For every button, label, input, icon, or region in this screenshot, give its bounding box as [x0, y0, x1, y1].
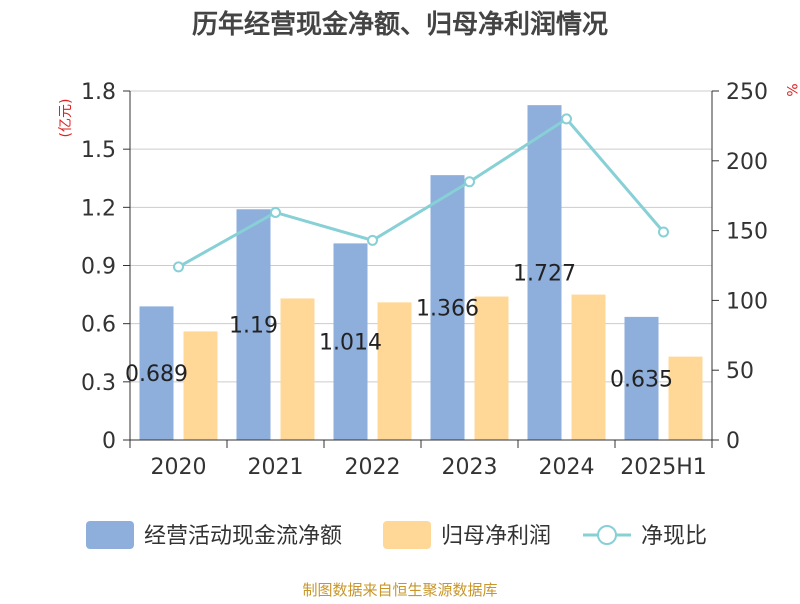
bar-value-label: 0.635: [610, 367, 673, 392]
legend-label-net-profit: 归母净利润: [441, 524, 551, 549]
ratio-polyline: [177, 116, 665, 269]
x-tick-label: 2023: [442, 455, 498, 480]
bar-net-profit: [280, 298, 315, 440]
x-tick-label: 2021: [248, 455, 304, 480]
right-axis-unit: %: [783, 83, 799, 96]
left-tick-label: 0: [102, 429, 116, 454]
bar-value-label: 1.014: [319, 331, 382, 356]
ratio-point: [173, 261, 184, 273]
legend-item-ratio[interactable]: 净现比: [583, 524, 707, 549]
bar-net-profit: [474, 296, 509, 440]
left-tick-label: 1.8: [81, 80, 116, 105]
ratio-point: [367, 234, 378, 246]
x-tick-label: 2024: [539, 455, 595, 480]
data-labels: 0.689 1.19 1.014 1.366 1.727 0.635: [125, 262, 673, 393]
left-tick-label: 0.9: [81, 255, 116, 280]
left-tick-label: 0.6: [81, 313, 116, 338]
bar-cashflow: [624, 316, 659, 440]
source-note: 制图数据来自恒生聚源数据库: [302, 581, 497, 599]
left-tick-label: 1.5: [81, 138, 116, 163]
bar-net-profit: [668, 356, 703, 440]
x-tick-label: 2020: [151, 455, 207, 480]
right-tick-label: 200: [726, 150, 768, 175]
bar-value-label: 0.689: [125, 362, 188, 387]
legend-label-ratio: 净现比: [641, 524, 707, 549]
bar-cashflow: [333, 243, 368, 440]
gridlines: [130, 90, 712, 441]
left-axis-unit: (亿元): [58, 99, 74, 138]
ratio-point: [658, 226, 669, 238]
ratio-point: [561, 113, 572, 125]
right-tick-label: 0: [726, 429, 740, 454]
left-tick-label: 1.2: [81, 196, 116, 221]
legend: 经营活动现金流净额 归母净利润 净现比: [86, 521, 707, 549]
right-tick-label: 50: [726, 359, 754, 384]
legend-item-cashflow[interactable]: 经营活动现金流净额: [86, 521, 342, 549]
ratio-point: [464, 176, 475, 188]
right-tick-label: 150: [726, 220, 768, 245]
right-tick-label: 100: [726, 289, 768, 314]
left-tick-label: 0.3: [81, 371, 116, 396]
ratio-line: [173, 113, 669, 273]
right-tick-label: 250: [726, 80, 768, 105]
bars: [139, 105, 703, 441]
chart-title: 历年经营现金净额、归母净利润情况: [192, 9, 608, 40]
bar-cashflow: [139, 306, 174, 440]
x-tick-label: 2022: [345, 455, 401, 480]
legend-swatch-cashflow: [86, 521, 134, 549]
legend-marker-ratio: [597, 525, 617, 545]
bar-cashflow: [236, 209, 271, 440]
ratio-point: [270, 206, 281, 218]
legend-item-net-profit[interactable]: 归母净利润: [383, 521, 551, 549]
bar-net-profit: [571, 294, 606, 440]
legend-label-cashflow: 经营活动现金流净额: [144, 524, 342, 549]
bar-cashflow: [527, 105, 562, 440]
bar-net-profit: [183, 331, 218, 440]
bar-value-label: 1.366: [416, 297, 479, 322]
legend-swatch-net-profit: [383, 521, 431, 549]
bar-value-label: 1.727: [513, 262, 576, 287]
x-tick-label: 2025H1: [620, 455, 707, 480]
axes: 0 0.3 0.6 0.9 1.2 1.5 1.8 0 50 100 150 200 250 2020 20…: [81, 80, 768, 480]
bar-net-profit: [377, 302, 412, 440]
bar-cashflow: [430, 175, 465, 441]
bar-value-label: 1.19: [229, 314, 278, 339]
